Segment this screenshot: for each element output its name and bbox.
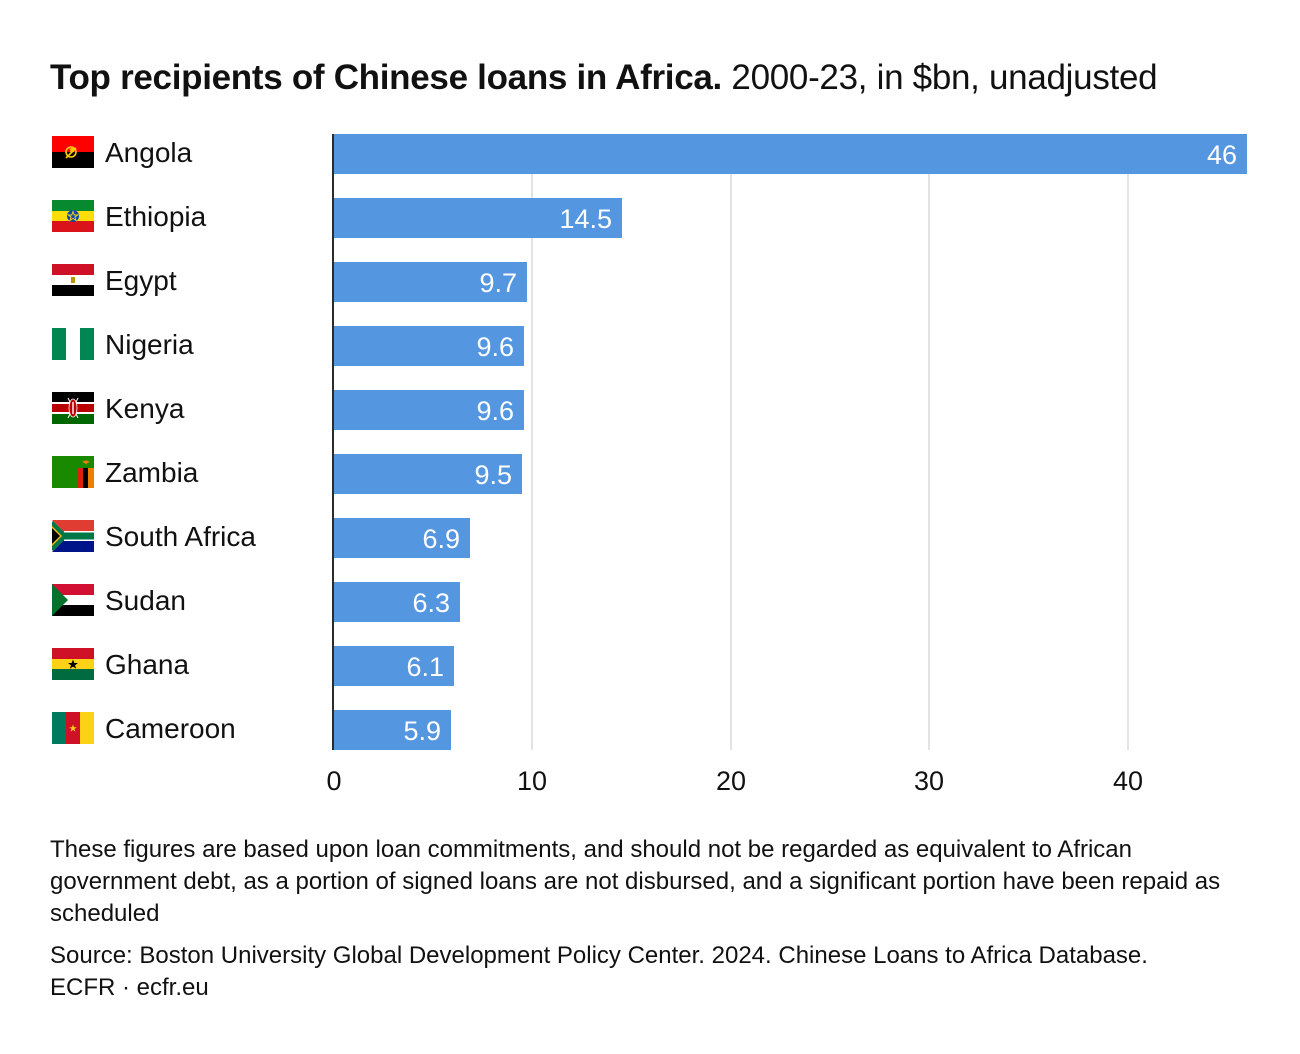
- source-block: Source: Boston University Global Develop…: [50, 940, 1260, 1004]
- bar-row-nigeria: Nigeria 9.6: [0, 326, 1300, 366]
- footnote: These figures are based upon loan commit…: [50, 836, 1221, 927]
- gridline-40: [1127, 134, 1129, 750]
- nigeria-flag-icon: [52, 328, 94, 360]
- gridline-20: [730, 134, 732, 750]
- country-label: Zambia: [105, 457, 199, 488]
- bar: 9.6: [334, 390, 524, 430]
- country-label: South Africa: [105, 521, 256, 552]
- country-label: Sudan: [105, 585, 186, 616]
- country-label: Cameroon: [105, 713, 236, 744]
- gridline-10: [531, 134, 533, 750]
- kenya-flag-icon: [52, 392, 94, 424]
- bar-row-angola: Angola 46: [0, 134, 1300, 174]
- value-label: 5.9: [403, 716, 441, 746]
- egypt-flag-icon: [52, 264, 94, 296]
- sudan-flag-icon: [52, 584, 94, 616]
- credit-text: ECFR · ecfr.eu: [50, 974, 209, 1001]
- bar: 5.9: [334, 710, 451, 750]
- angola-flag-icon: [52, 136, 94, 168]
- plot-area: Angola 46 Ethiopia 14.5 Egypt 9.7 Nigeri…: [0, 134, 1300, 796]
- value-label: 6.9: [422, 524, 460, 554]
- x-tick-0: 0: [326, 766, 342, 796]
- country-label: Ghana: [105, 649, 190, 680]
- cameroon-flag-icon: [52, 712, 94, 744]
- bar: 14.5: [334, 198, 622, 238]
- x-tick-20: 20: [715, 766, 747, 796]
- bar: 9.7: [334, 262, 527, 302]
- value-label: 6.1: [406, 652, 444, 682]
- gridline-30: [928, 134, 930, 750]
- value-label: 9.6: [476, 396, 514, 426]
- chart-subtitle: 2000-23, in $bn, unadjusted: [731, 58, 1158, 97]
- bar-row-ethiopia: Ethiopia 14.5: [0, 198, 1300, 238]
- bar: 9.5: [334, 454, 522, 494]
- x-tick-30: 30: [913, 766, 945, 796]
- source-text: Source: Boston University Global Develop…: [50, 942, 1148, 969]
- bar-row-south-africa: South Africa 6.9: [0, 518, 1300, 558]
- bar-row-ghana: Ghana 6.1: [0, 646, 1300, 686]
- country-label: Nigeria: [105, 329, 194, 360]
- bar: 9.6: [334, 326, 524, 366]
- country-label: Kenya: [105, 393, 185, 424]
- ethiopia-flag-icon: [52, 200, 94, 232]
- value-label: 14.5: [559, 204, 612, 234]
- bar: 6.3: [334, 582, 460, 622]
- x-tick-40: 40: [1112, 766, 1144, 796]
- chart-title: Top recipients of Chinese loans in Afric…: [50, 56, 1158, 100]
- bar-row-sudan: Sudan 6.3: [0, 582, 1300, 622]
- country-label: Ethiopia: [105, 201, 207, 232]
- value-label: 6.3: [412, 588, 450, 618]
- zambia-flag-icon: [52, 456, 94, 488]
- bar-row-cameroon: Cameroon 5.9: [0, 710, 1300, 750]
- value-label: 9.5: [474, 460, 512, 490]
- country-label: Angola: [105, 137, 193, 168]
- x-tick-10: 10: [516, 766, 548, 796]
- bar-row-kenya: Kenya 9.6: [0, 390, 1300, 430]
- chart-title-main: Top recipients of Chinese loans in Afric…: [50, 58, 722, 97]
- bar-row-egypt: Egypt 9.7: [0, 262, 1300, 302]
- y-axis-line: [332, 134, 334, 750]
- value-label: 46: [1206, 140, 1237, 170]
- ghana-flag-icon: [52, 648, 94, 680]
- bar: 6.9: [334, 518, 470, 558]
- value-label: 9.7: [479, 268, 517, 298]
- bar: 46: [334, 134, 1247, 174]
- value-label: 9.6: [476, 332, 514, 362]
- bar: 6.1: [334, 646, 454, 686]
- country-label: Egypt: [105, 265, 177, 296]
- bar-row-zambia: Zambia 9.5: [0, 454, 1300, 494]
- south-africa-flag-icon: [52, 520, 94, 552]
